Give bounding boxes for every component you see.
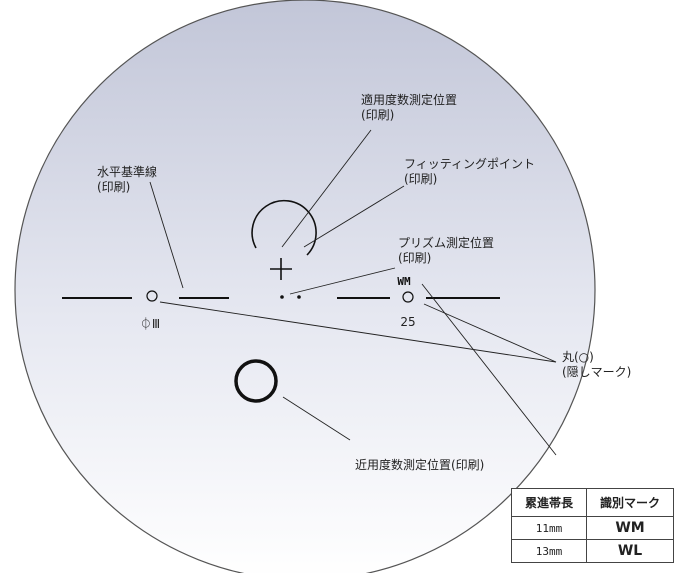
- left-engraved-symbol: ⏀Ⅲ: [140, 316, 160, 331]
- prism-dot-right: [297, 295, 301, 299]
- identification-mark-table: 累進帯長 識別マーク 11mm WM 13mm WL: [511, 488, 674, 563]
- hidden-mark-left-circle: [146, 290, 158, 302]
- label-prism-position: プリズム測定位置 (印刷): [398, 235, 498, 265]
- label-near-power-position: 近用度数測定位置(印刷): [355, 457, 484, 472]
- cell-length: 11mm: [511, 516, 587, 540]
- label-horizontal-line: 水平基準線 (印刷): [97, 164, 161, 194]
- header-identification-mark: 識別マーク: [586, 488, 674, 517]
- table-row: 11mm WM: [511, 516, 674, 540]
- label-hidden-mark: 丸(○) (隠しマーク): [562, 350, 631, 379]
- label-power-position: 適用度数測定位置 (印刷): [361, 92, 461, 122]
- cell-mark: WL: [586, 539, 674, 563]
- right-engraved-add: 25: [400, 315, 415, 329]
- distance-power-arc: [251, 199, 317, 256]
- leader-lines: [149, 129, 557, 456]
- label-fitting-point: フィッティングポイント (印刷): [404, 157, 539, 186]
- fitting-point-cross: [270, 258, 292, 280]
- header-corridor-length: 累進帯長: [511, 488, 587, 517]
- table-header-row: 累進帯長 識別マーク: [511, 488, 674, 517]
- cell-length: 13mm: [511, 539, 587, 563]
- near-power-circle: [234, 359, 278, 403]
- cell-mark: WM: [586, 516, 674, 540]
- prism-dot-left: [280, 295, 284, 299]
- right-engraved-code: WM: [397, 275, 411, 288]
- hidden-mark-right-circle: [402, 291, 414, 303]
- lens-outline: [14, 0, 596, 573]
- table-row: 13mm WL: [511, 539, 674, 563]
